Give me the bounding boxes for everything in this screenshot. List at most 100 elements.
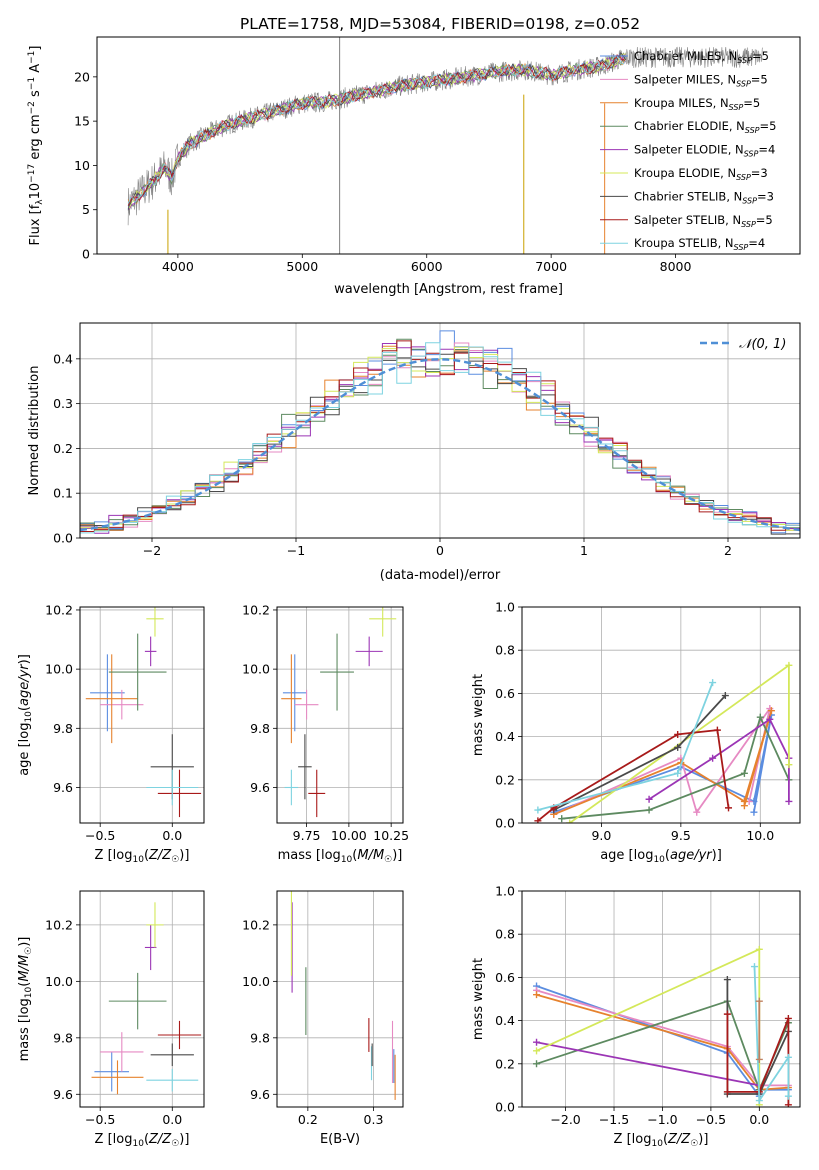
x-tick-label: 2 bbox=[724, 543, 732, 558]
normal-curve bbox=[80, 358, 800, 532]
weight-marker bbox=[723, 976, 731, 984]
weight-marker bbox=[784, 1101, 792, 1107]
plot-area bbox=[534, 661, 793, 823]
weight-marker bbox=[755, 1055, 763, 1063]
errorbar-point bbox=[369, 607, 397, 637]
weight-marker bbox=[755, 945, 763, 953]
x-tick-label: 0.0 bbox=[162, 828, 182, 843]
weight-marker bbox=[566, 819, 574, 823]
x-tick-label: −0.5 bbox=[696, 1112, 726, 1127]
legend-label: 𝒩(0, 1) bbox=[739, 337, 786, 352]
errorbar-point bbox=[284, 769, 299, 806]
plot-area bbox=[281, 607, 397, 818]
weight-marker bbox=[709, 679, 717, 687]
model-spectrum bbox=[127, 55, 627, 204]
x-tick-label: 0.3 bbox=[364, 1112, 384, 1127]
errorbar-point bbox=[100, 689, 144, 720]
y-tick-label: 0.4 bbox=[495, 729, 515, 744]
y-tick-label: 10.0 bbox=[242, 662, 270, 677]
weight-marker bbox=[755, 997, 763, 1005]
y-tick-label: 9.8 bbox=[53, 1030, 73, 1045]
weight-marker bbox=[533, 1060, 541, 1068]
weight-series bbox=[553, 710, 773, 816]
panel-mass_vs_EBV: 0.2 0.3 9.6 9.8 10.0 10.2 E(B-V) bbox=[242, 890, 404, 1147]
x-tick-label: 0.0 bbox=[749, 1112, 769, 1127]
errorbar-point bbox=[355, 636, 383, 667]
x-tick-label: 0.2 bbox=[298, 1112, 318, 1127]
weight-marker bbox=[723, 1010, 731, 1018]
errorbar-point bbox=[146, 769, 199, 806]
legend-label: Chabrier MILES, NSSP=5 bbox=[634, 49, 769, 65]
errorbar-point bbox=[298, 734, 312, 800]
weight-marker bbox=[533, 991, 541, 999]
weight-series bbox=[536, 1041, 761, 1094]
errorbar-point bbox=[108, 972, 167, 1030]
y-tick-label: 10.0 bbox=[45, 662, 73, 677]
legend-label: Chabrier STELIB, NSSP=3 bbox=[634, 189, 774, 205]
weight-marker bbox=[740, 802, 748, 810]
y-tick-label: 1.0 bbox=[495, 600, 515, 615]
plot-area bbox=[91, 902, 202, 1095]
y-tick-label: 9.8 bbox=[53, 721, 73, 736]
weight-marker bbox=[755, 1097, 763, 1105]
weight-marker bbox=[750, 808, 758, 816]
y-tick-label: 0.8 bbox=[495, 643, 515, 658]
residual-histogram bbox=[80, 342, 800, 534]
ticks: −2 −1 0 1 2 0.0 0.1 0.2 0.3 0.4 bbox=[53, 351, 732, 558]
gridlines bbox=[277, 607, 403, 823]
x-tick-label: 1 bbox=[580, 543, 588, 558]
weight-marker bbox=[750, 963, 758, 971]
y-axis-label: mass weight bbox=[471, 958, 486, 1040]
x-tick-label: 9.75 bbox=[293, 828, 321, 843]
x-axis-label: age [log10(age/yr)] bbox=[600, 848, 722, 865]
weight-marker bbox=[709, 754, 717, 762]
gridlines bbox=[80, 891, 204, 1107]
y-tick-label: 9.6 bbox=[250, 780, 270, 795]
y-tick-label: 9.8 bbox=[250, 721, 270, 736]
x-tick-label: 6000 bbox=[411, 259, 443, 274]
y-tick-label: 9.6 bbox=[53, 780, 73, 795]
figure-title: PLATE=1758, MJD=53084, FIBERID=0198, z=0… bbox=[240, 15, 640, 33]
x-axis-label: mass [log10(M/M☉)] bbox=[278, 848, 403, 865]
errorbar-point bbox=[146, 1068, 199, 1092]
y-tick-label: 0.1 bbox=[53, 486, 73, 501]
x-tick-label: −1 bbox=[287, 543, 305, 558]
weight-marker bbox=[645, 806, 653, 814]
weight-marker bbox=[533, 1038, 541, 1046]
y-tick-label: 0.0 bbox=[495, 816, 515, 831]
errorbar-point bbox=[308, 769, 326, 818]
weight-marker bbox=[533, 1047, 541, 1055]
y-tick-label: 0.0 bbox=[495, 1100, 515, 1115]
x-axis-label: Z [log10(Z/Z☉)] bbox=[95, 1132, 190, 1149]
errorbar-point bbox=[320, 633, 354, 711]
residual-legend: 𝒩(0, 1) bbox=[700, 337, 786, 352]
x-tick-label: −0.5 bbox=[85, 828, 115, 843]
errorbar-point bbox=[294, 689, 319, 720]
errorbar-point bbox=[91, 1060, 144, 1095]
weight-series bbox=[536, 993, 789, 1091]
x-tick-label: 5000 bbox=[286, 259, 318, 274]
errorbar-point bbox=[144, 636, 157, 667]
panel-weight_vs_Z: −2.0 −1.5 −1.0 −0.5 0.0 0.0 0.2 0.4 0.6 0.8 1.0 Z [… bbox=[471, 884, 801, 1149]
gridlines bbox=[80, 607, 204, 823]
weight-marker bbox=[784, 1092, 792, 1100]
axes-frame bbox=[96, 36, 801, 255]
x-tick-label: 0 bbox=[436, 543, 444, 558]
x-tick-label: −0.5 bbox=[85, 1112, 115, 1127]
legend-label: Kroupa MILES, NSSP=5 bbox=[634, 96, 760, 112]
x-tick-label: −1.0 bbox=[647, 1112, 677, 1127]
plot-area bbox=[127, 37, 763, 254]
axes-frame bbox=[79, 606, 205, 824]
axes-frame bbox=[79, 890, 205, 1108]
panel-residuals: −2 −1 0 1 2 0.0 0.1 0.2 0.3 0.4 𝒩(0, 1) (data-model… bbox=[27, 322, 801, 583]
y-tick-label: 0.2 bbox=[495, 1056, 515, 1071]
y-tick-label: 9.6 bbox=[250, 1087, 270, 1102]
errorbar-point bbox=[85, 654, 138, 744]
x-tick-label: 4000 bbox=[162, 259, 194, 274]
plot-area bbox=[85, 607, 202, 818]
legend-label: Kroupa ELODIE, NSSP=3 bbox=[634, 166, 768, 182]
weight-marker bbox=[534, 806, 542, 814]
weight-marker bbox=[645, 795, 653, 803]
weight-marker bbox=[725, 804, 733, 812]
